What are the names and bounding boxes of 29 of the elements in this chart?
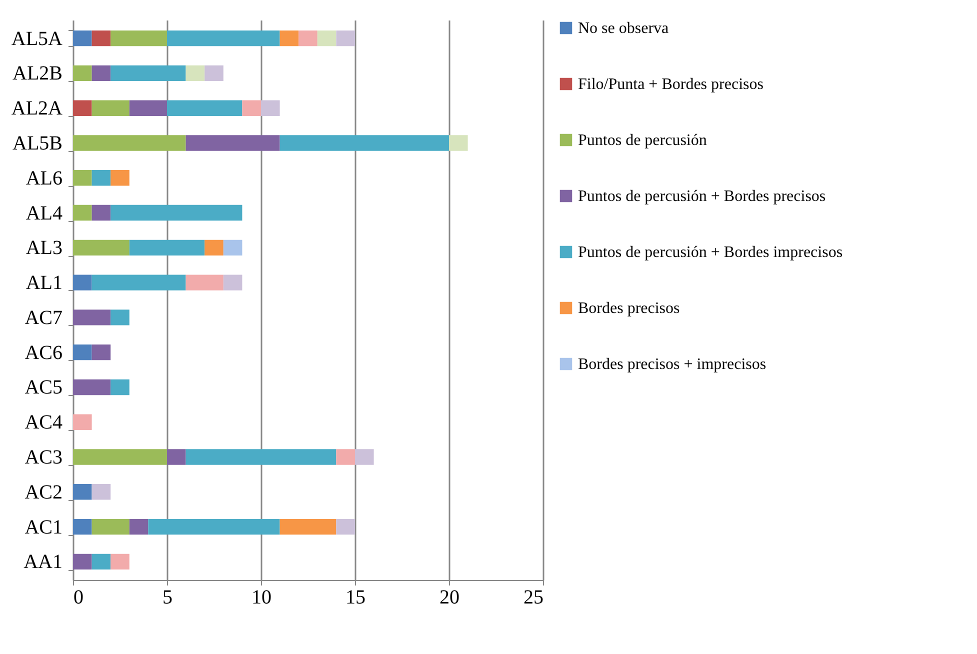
y-tick-label: AC5 [24,376,62,399]
y-tick-label: AC2 [24,481,62,504]
y-tick-label: AC6 [24,342,62,364]
y-tick-label: AC7 [24,306,62,329]
x-tick-label: 25 [524,586,544,608]
legend-label: Puntos de percusión + Bordes precisos [578,188,826,205]
y-tick-label: AL6 [26,167,62,190]
legend-label: Puntos de percusión + Bordes imprecisos [578,244,843,261]
legend-label: No se observa [578,20,669,37]
y-tick-label: AC4 [24,412,62,434]
y-tick-label: AL5A [11,28,64,50]
x-tick-label: 15 [346,586,366,608]
y-tick-label: AC1 [24,516,62,538]
y-tick-label: AL3 [26,237,62,260]
legend-label: Bordes precisos + imprecisos [578,356,766,373]
y-tick-label: AL2B [12,62,62,85]
y-tick-label: AL2A [11,98,64,120]
y-tick-label: AL5B [12,132,62,154]
x-tick-label: 20 [440,586,460,608]
y-tick-label: AA1 [24,551,62,574]
y-tick-label: AL4 [26,202,62,224]
x-tick-label: 0 [74,586,84,608]
y-tick-label: AC3 [24,446,62,469]
x-tick-label: 5 [162,586,172,608]
legend-label: Bordes precisos [578,300,680,317]
legend-label: Puntos de percusión [578,132,707,149]
x-tick-label: 10 [252,586,272,608]
legend-label: Filo/Punta + Bordes precisos [578,76,764,93]
y-tick-label: AL1 [26,272,62,294]
